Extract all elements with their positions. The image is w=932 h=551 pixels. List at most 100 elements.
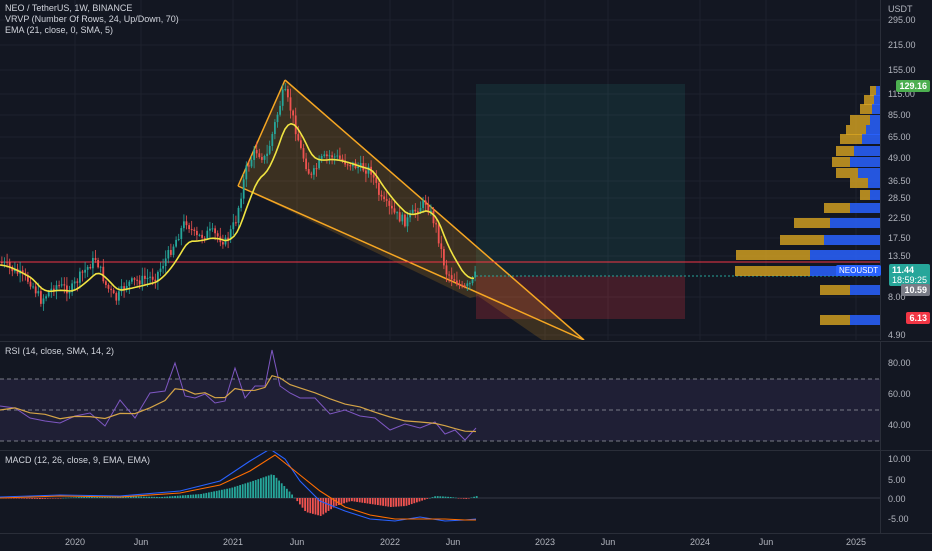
macd-histogram-bar bbox=[392, 498, 395, 507]
macd-histogram-bar bbox=[187, 494, 189, 498]
macd-histogram-bar bbox=[241, 484, 244, 498]
macd-histogram-bar bbox=[395, 498, 397, 507]
time-axis[interactable]: 2020 Jun 2021 Jun 2022 Jun 2023 Jun 2024 Jun 2025 bbox=[0, 533, 932, 551]
macd-histogram-bar bbox=[299, 498, 301, 505]
current-price-tag: 11.44 18:59:25 bbox=[888, 264, 930, 286]
macd-pane[interactable]: MACD (12, 26, close, 9, EMA, EMA) 10.00 … bbox=[0, 450, 932, 534]
candle-body bbox=[162, 266, 164, 269]
macd-histogram-bar bbox=[205, 492, 208, 498]
candle-body bbox=[367, 166, 370, 174]
candle-body bbox=[474, 271, 476, 278]
candle-body bbox=[34, 286, 37, 294]
candle-body bbox=[237, 207, 240, 223]
macd-histogram-bar bbox=[465, 498, 468, 499]
wedge-lower-line bbox=[237, 185, 585, 340]
volume-profile-bar bbox=[820, 285, 850, 295]
candle-body bbox=[45, 296, 47, 299]
candle-body bbox=[27, 275, 29, 282]
macd-axis-divider bbox=[880, 451, 881, 534]
candle-body bbox=[1, 262, 3, 263]
target-price-tag: 6.13 bbox=[906, 312, 930, 324]
macd-histogram-bar bbox=[171, 496, 174, 498]
rsi-band bbox=[0, 379, 880, 441]
macd-histogram-bar bbox=[379, 498, 382, 506]
macd-signal-line bbox=[0, 454, 476, 521]
candle-body bbox=[414, 209, 417, 212]
candle-body bbox=[456, 280, 458, 285]
candle-body bbox=[411, 209, 414, 214]
candle-body bbox=[302, 148, 305, 159]
candle-body bbox=[357, 166, 359, 169]
macd-histogram-bar bbox=[10, 498, 13, 499]
candle-body bbox=[274, 122, 276, 135]
candle-body bbox=[193, 229, 196, 231]
candle-body bbox=[398, 212, 401, 222]
macd-histogram-bar bbox=[23, 498, 26, 499]
macd-histogram-bar bbox=[46, 498, 49, 499]
macd-histogram-bar bbox=[314, 498, 317, 515]
macd-histogram-bar bbox=[130, 496, 132, 498]
ema-indicator-label[interactable]: EMA (21, close, 0, SMA, 5) bbox=[5, 25, 114, 35]
macd-histogram-bar bbox=[145, 496, 148, 498]
candle-body bbox=[151, 276, 154, 280]
macd-line bbox=[0, 451, 477, 522]
rsi-axis-divider bbox=[880, 342, 881, 450]
candle-body bbox=[245, 165, 248, 180]
time-label: Jun bbox=[600, 537, 616, 547]
volume-profile-bar bbox=[870, 190, 880, 200]
volume-profile-bar bbox=[864, 95, 874, 105]
candle-body bbox=[89, 266, 92, 269]
macd-histogram-bar bbox=[301, 498, 304, 508]
macd-histogram-bar bbox=[140, 496, 143, 498]
candle-body bbox=[183, 221, 185, 229]
bar-countdown: 18:59:25 bbox=[891, 275, 927, 285]
candle-body bbox=[292, 110, 294, 116]
rsi-chart[interactable] bbox=[0, 342, 932, 450]
volume-profile-bar bbox=[836, 146, 854, 156]
vrvp-indicator-label[interactable]: VRVP (Number Of Rows, 24, Up/Down, 70) bbox=[5, 14, 179, 24]
candle-body bbox=[131, 278, 133, 282]
macd-histogram-bar bbox=[49, 498, 52, 499]
rsi-legend[interactable]: RSI (14, close, SMA, 14, 2) bbox=[5, 346, 115, 356]
candle-body bbox=[453, 279, 456, 281]
macd-histogram-bar bbox=[228, 488, 231, 498]
macd-chart[interactable] bbox=[0, 451, 932, 534]
candle-body bbox=[422, 200, 424, 208]
macd-legend[interactable]: MACD (12, 26, close, 9, EMA, EMA) bbox=[5, 455, 151, 465]
wedge-fill bbox=[238, 80, 584, 340]
last-price-tag: 10.59 bbox=[901, 284, 930, 296]
time-label: Jun bbox=[133, 537, 149, 547]
candle-body bbox=[118, 291, 120, 301]
candle-body bbox=[346, 164, 349, 166]
volume-profile-bar bbox=[850, 203, 880, 213]
main-chart-pane[interactable]: NEO / TetherUS, 1W, BINANCE VRVP (Number… bbox=[0, 0, 932, 340]
candle-body bbox=[328, 155, 331, 157]
macd-histogram-bar bbox=[278, 480, 280, 498]
price-tick: 49.00 bbox=[888, 153, 911, 163]
macd-histogram-bar bbox=[75, 497, 78, 498]
candle-body bbox=[326, 154, 328, 157]
macd-histogram-bar bbox=[231, 487, 234, 498]
macd-histogram-bar bbox=[96, 496, 98, 498]
price-chart[interactable] bbox=[0, 0, 932, 340]
current-price: 11.44 bbox=[891, 265, 914, 275]
time-label: 2020 bbox=[64, 537, 86, 547]
candle-body bbox=[55, 285, 58, 292]
candle-body bbox=[66, 285, 68, 294]
candle-body bbox=[463, 285, 466, 287]
macd-histogram-bar bbox=[150, 496, 153, 498]
volume-profile-bar bbox=[868, 178, 880, 188]
volume-profile-bar bbox=[735, 266, 810, 276]
macd-histogram-bar bbox=[169, 496, 171, 498]
candle-body bbox=[3, 261, 6, 263]
volume-profile-bar bbox=[860, 104, 872, 114]
rsi-pane[interactable]: RSI (14, close, SMA, 14, 2) 80.00 60.00 … bbox=[0, 341, 932, 450]
macd-histogram-bar bbox=[54, 498, 57, 499]
volume-profile-bar bbox=[840, 134, 862, 144]
macd-histogram-bar bbox=[348, 498, 351, 502]
rsi-tick-60: 60.00 bbox=[888, 389, 911, 399]
symbol-title[interactable]: NEO / TetherUS, 1W, BINANCE bbox=[5, 3, 133, 13]
candle-body bbox=[63, 284, 66, 286]
candle-body bbox=[240, 198, 242, 208]
price-tick: 22.50 bbox=[888, 213, 911, 223]
